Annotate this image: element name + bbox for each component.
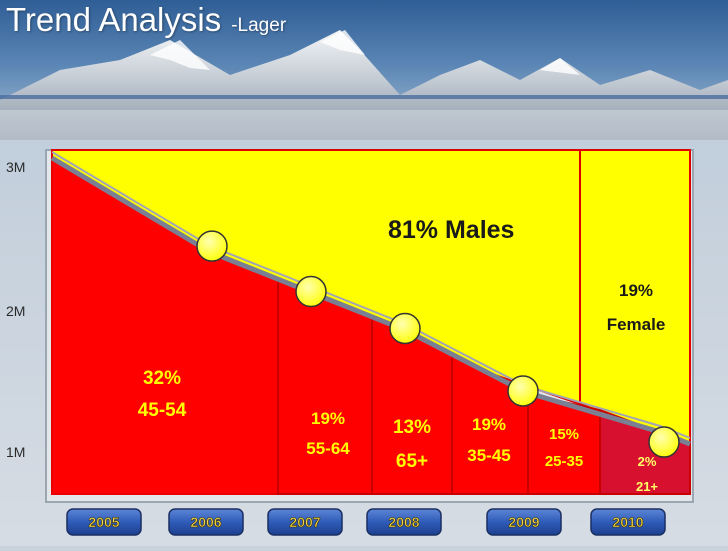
year-tick-label: 2006 [190,514,221,530]
year-tick-label: 2009 [508,514,539,530]
trend-point-2008 [389,312,421,345]
title-text: Trend Analysis [6,1,222,38]
trend-point-2007 [295,275,327,308]
year-tab-2006: 2006 [168,508,244,536]
segment-pct-55-64: 19% [311,409,345,428]
segment-label-45-54: 45-54 [138,400,187,421]
segment-label-35-45: 35-45 [467,446,510,465]
year-axis: 2005 2006 2007 2008 2009 2010 [66,508,666,536]
year-tab-background [590,508,666,536]
males-annotation: 81% Males [388,216,514,244]
trend-points [196,230,680,458]
year-tab-background [486,508,562,536]
year-tick-label: 2008 [388,514,419,530]
year-tab-background [267,508,343,536]
segment-pct-25-35: 15% [549,426,579,443]
segment-pct-65+: 13% [393,417,431,438]
segment-pct-35-45: 19% [472,415,506,434]
female-pct: 19% [619,281,653,300]
year-tab-2010: 2010 [590,508,666,536]
slide-title: Trend Analysis -Lager [6,0,286,46]
year-tab-background [366,508,442,536]
header-rule [0,95,728,99]
year-tab-2007: 2007 [267,508,343,536]
segment-pct-45-54: 32% [143,368,181,389]
segment-label-25-35: 25-35 [545,453,583,470]
year-tab-background [66,508,142,536]
segment-label-55-64: 55-64 [306,439,350,458]
trend-point-2010 [648,426,680,458]
trend-point-2006 [196,230,228,262]
y-tick-2m: 2M [6,303,26,319]
year-tick-label: 2005 [88,514,119,530]
year-tab-2008: 2008 [366,508,442,536]
segment-label-65+: 65+ [396,451,428,472]
year-tick-label: 2007 [289,514,320,530]
y-tick-3m: 3M [6,159,26,175]
year-tab-background [168,508,244,536]
female-label: Female [607,315,666,334]
title-subtitle: -Lager [231,15,287,36]
segment-label-21+: 21+ [636,479,658,494]
year-tab-2005: 2005 [66,508,142,536]
year-tab-2009: 2009 [486,508,562,536]
trend-point-2009 [507,375,539,407]
y-tick-1m: 1M [6,444,26,460]
segment-pct-21+: 2% [638,454,657,469]
year-tick-label: 2010 [612,514,643,530]
segment-labels: 32% 45-54 19% 55-64 13% 65+ 19% 35-45 15% 25-35 2%… [138,368,659,494]
